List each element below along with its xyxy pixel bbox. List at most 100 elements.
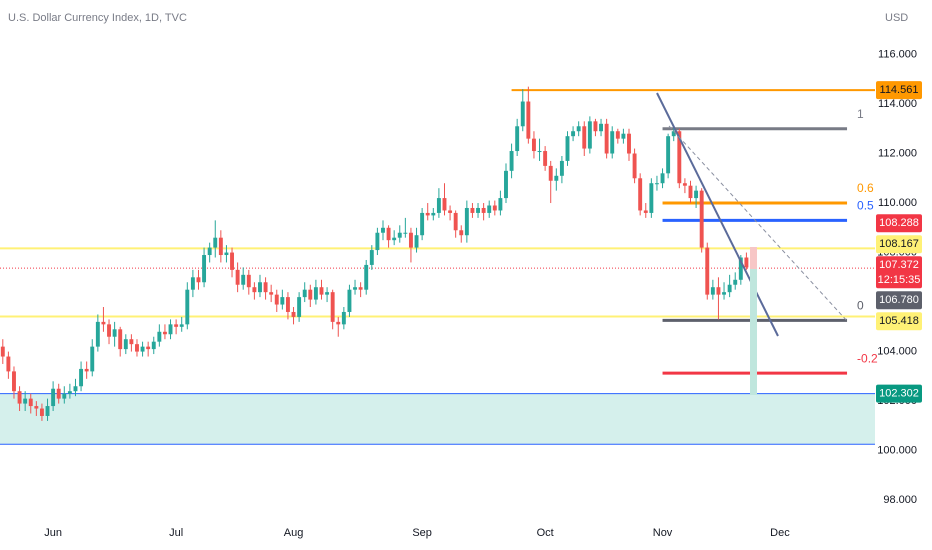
candle-body: [453, 212, 458, 231]
price-label-box: [876, 312, 922, 331]
price-label: 106.780: [879, 294, 919, 306]
candle-body: [643, 210, 648, 213]
candle-body: [213, 237, 218, 248]
candle-body: [291, 311, 296, 317]
candle-body: [615, 131, 620, 139]
candle-body: [543, 151, 548, 166]
candle-body: [62, 393, 67, 399]
x-tick-label: Jun: [44, 527, 62, 539]
candle-body: [185, 289, 190, 325]
candle-body: [129, 339, 134, 345]
candle-body: [79, 368, 84, 387]
candle-body: [498, 198, 503, 211]
price-label-box: [876, 291, 922, 310]
candle-body: [403, 232, 408, 234]
candle-body: [246, 274, 251, 288]
price-label-box: [876, 235, 922, 254]
x-tick-label: Jul: [169, 527, 183, 539]
candle-body: [258, 282, 262, 293]
x-tick-label: Oct: [537, 527, 554, 539]
candle-body: [559, 160, 564, 176]
candle-body: [51, 388, 56, 407]
candle-body: [576, 126, 581, 132]
candle-body: [593, 121, 598, 132]
candle-body: [694, 190, 699, 199]
price-label: 107.372: [879, 259, 919, 271]
candle-body: [710, 287, 715, 295]
candle-body: [341, 311, 346, 325]
candle-body: [677, 131, 682, 184]
candle-body: [632, 153, 637, 179]
candle-body: [744, 257, 749, 268]
candle-body: [174, 324, 179, 327]
price-label-box: [876, 81, 922, 100]
candle-body: [0, 346, 5, 357]
candle-body: [431, 212, 436, 216]
candle-body: [325, 292, 330, 295]
fib-label: 0.5: [857, 199, 874, 213]
fib-label: 0.6: [857, 181, 874, 195]
candle-body: [23, 398, 28, 404]
price-label: 108.288: [879, 217, 919, 229]
candle-body: [554, 175, 559, 181]
candle-body: [274, 294, 279, 305]
candle-body: [599, 123, 603, 132]
candle-body: [476, 207, 480, 213]
candle-body: [330, 292, 335, 322]
candle-body: [353, 287, 357, 290]
candle-body: [12, 371, 16, 392]
candle-body: [179, 324, 184, 327]
plot-area: [0, 86, 875, 445]
candle-body: [241, 274, 246, 285]
candle-body: [39, 408, 44, 416]
candle-body: [381, 227, 385, 233]
candle-body: [509, 151, 514, 171]
candle-body: [722, 292, 726, 295]
candle-body: [688, 185, 693, 199]
candle-body: [621, 133, 626, 139]
position-target: [750, 269, 757, 395]
y-tick-label: 116.000: [878, 48, 917, 60]
candle-body: [196, 277, 201, 283]
candle-body: [459, 230, 464, 236]
candle-body: [73, 386, 78, 392]
candle-body: [202, 255, 207, 283]
candle-body: [666, 136, 671, 174]
candle-body: [414, 235, 419, 248]
chart-title: U.S. Dollar Currency Index, 1D, TVC: [8, 12, 187, 24]
y-tick-label: 110.000: [878, 197, 917, 209]
candle-body: [660, 173, 665, 184]
candle-body: [526, 101, 531, 139]
candle-body: [151, 341, 156, 350]
candle-body: [218, 237, 223, 256]
candle-body: [280, 297, 285, 305]
fib-label: -0.2: [857, 351, 878, 365]
candle-body: [269, 292, 274, 295]
candle-body: [571, 131, 576, 137]
candle-body: [515, 126, 520, 152]
y-tick-label: 104.000: [877, 345, 917, 357]
candle-body: [101, 321, 106, 325]
trend-line-dashed: [668, 125, 849, 323]
position-stop: [750, 247, 757, 269]
candle-body: [548, 165, 553, 181]
price-countdown: 12:15:35: [878, 274, 921, 286]
fib-label: 1: [857, 107, 864, 121]
candle-body: [520, 101, 525, 127]
candle-body: [587, 121, 592, 149]
candle-body: [17, 391, 22, 404]
candle-body: [224, 252, 229, 256]
candle-body: [705, 247, 710, 295]
candle-body: [442, 198, 447, 211]
candle-body: [347, 289, 352, 312]
candle-body: [263, 282, 268, 293]
candle-body: [492, 205, 497, 211]
y-tick-label: 100.000: [877, 445, 917, 457]
candle-body: [90, 346, 95, 372]
trend-line: [656, 92, 779, 337]
candle-body: [168, 324, 173, 335]
candle-body: [297, 297, 302, 317]
price-label-box: [876, 256, 922, 289]
candle-body: [531, 138, 536, 152]
